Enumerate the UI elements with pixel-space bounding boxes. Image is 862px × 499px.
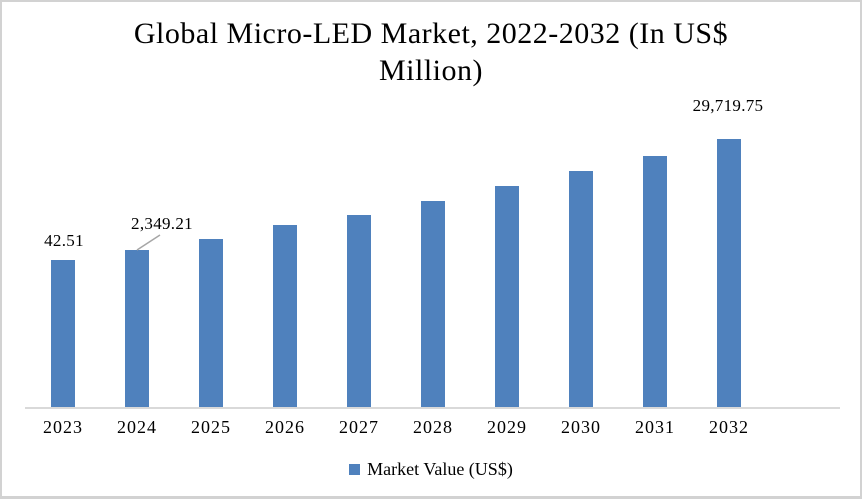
x-axis-label-2023: 2023 <box>43 417 83 437</box>
data-label-2032: 29,719.75 <box>692 96 764 115</box>
x-axis-label-2028: 2028 <box>413 417 453 437</box>
bar-2024 <box>125 250 149 407</box>
bar-2025 <box>199 239 223 407</box>
data-label-2023: 42.51 <box>44 231 84 250</box>
bar-2026 <box>273 225 297 407</box>
x-axis-label-2026: 2026 <box>265 417 305 437</box>
x-axis-label-2030: 2030 <box>561 417 601 437</box>
plot-area <box>2 2 860 407</box>
x-axis-label-2029: 2029 <box>487 417 527 437</box>
bar-2027 <box>347 215 371 407</box>
bar-2028 <box>421 201 445 407</box>
x-axis-labels: 2023 2024 2025 2026 2027 2028 2029 2030 2031 2032 <box>2 417 860 441</box>
x-axis-label-2027: 2027 <box>339 417 379 437</box>
bar-2029 <box>495 186 519 407</box>
bar-2031 <box>643 156 667 407</box>
bar-2030 <box>569 171 593 407</box>
legend-label: Market Value (US$) <box>367 459 513 479</box>
legend-marker-icon <box>349 464 361 475</box>
chart-title: Global Micro-LED Market, 2022-2032 (In U… <box>133 17 729 87</box>
x-axis-label-2031: 2031 <box>635 417 675 437</box>
x-axis-line <box>25 407 840 409</box>
bar-2032 <box>717 139 741 407</box>
x-axis-label-2032: 2032 <box>709 417 749 437</box>
x-axis-label-2024: 2024 <box>117 417 157 437</box>
data-label-2024: 2,349.21 <box>131 214 193 233</box>
bar-2023 <box>51 260 75 407</box>
legend: Market Value (US$) <box>2 459 860 480</box>
x-axis-label-2025: 2025 <box>191 417 231 437</box>
